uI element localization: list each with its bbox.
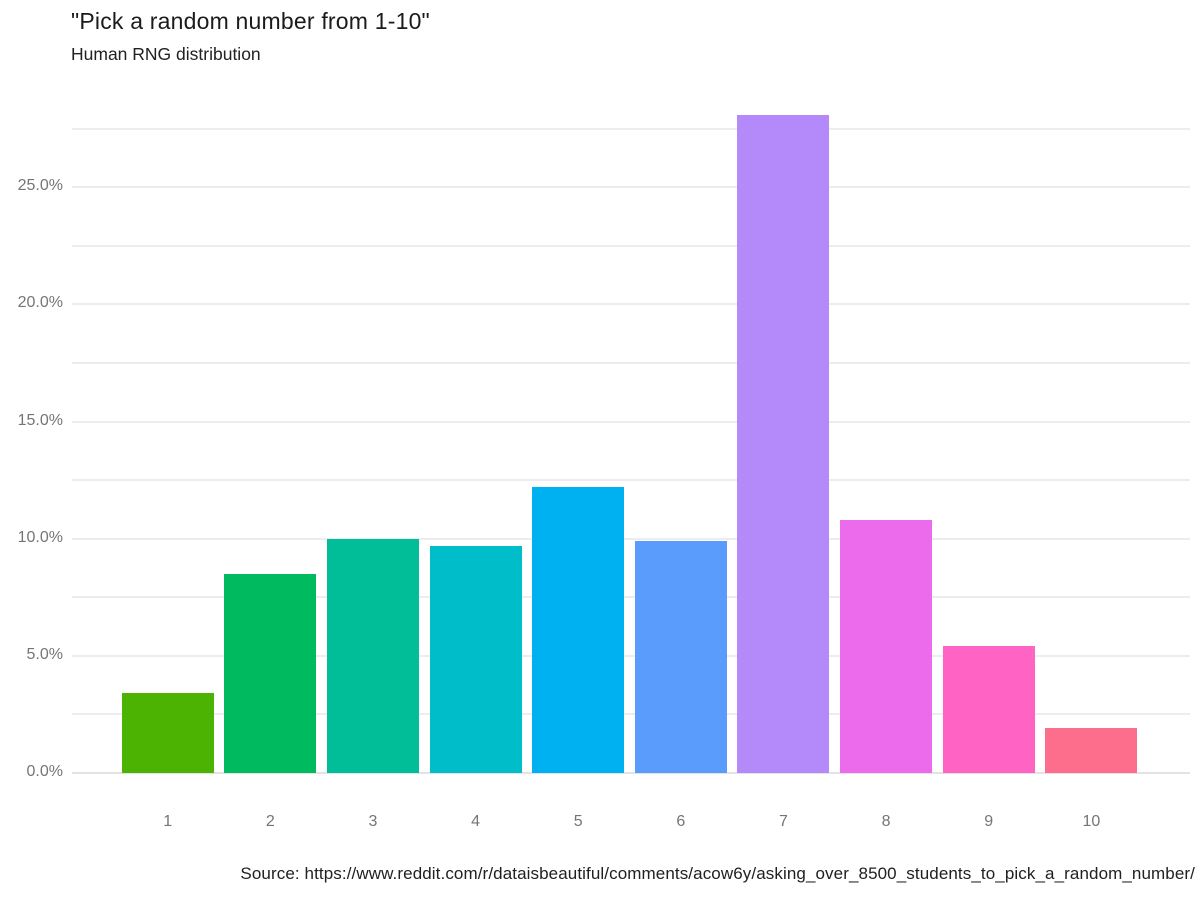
x-axis-label: 2 (265, 813, 275, 830)
gridline (72, 713, 1190, 716)
chart-title: "Pick a random number from 1-10" (71, 8, 430, 34)
bar-8 (840, 519, 933, 773)
baseline-gridline (72, 772, 1190, 774)
bar-2 (224, 573, 317, 773)
y-axis-label: 10.0% (17, 528, 63, 546)
x-axis-label: 10 (1082, 813, 1101, 830)
chart-subtitle: Human RNG distribution (71, 44, 261, 64)
gridline (72, 420, 1190, 423)
source-caption: Source: https://www.reddit.com/r/dataisb… (240, 864, 1195, 883)
gridline (72, 303, 1190, 306)
gridline (72, 361, 1190, 364)
bar-3 (326, 538, 419, 773)
x-axis-label: 6 (676, 813, 686, 830)
bar-10 (1045, 728, 1138, 773)
bar-4 (429, 545, 522, 773)
x-axis-label: 8 (881, 813, 891, 830)
x-axis-label: 9 (984, 813, 994, 830)
bar-9 (942, 646, 1035, 773)
x-axis-label: 7 (779, 813, 788, 830)
bar-1 (121, 693, 214, 773)
gridline (72, 479, 1190, 482)
x-axis-label: 5 (573, 813, 583, 830)
gridline (72, 186, 1190, 189)
gridline (72, 596, 1190, 599)
x-axis-label: 3 (368, 813, 378, 830)
bar-7 (737, 114, 830, 773)
gridline (72, 244, 1190, 247)
x-axis-label: 4 (471, 813, 481, 830)
y-axis-label: 5.0% (26, 645, 63, 663)
y-axis-label: 0.0% (26, 763, 63, 780)
x-axis-label: 1 (163, 813, 173, 830)
gridline (72, 537, 1190, 540)
bar-5 (532, 487, 625, 773)
gridline (72, 127, 1190, 130)
y-axis-label: 25.0% (17, 177, 63, 195)
y-axis-label: 15.0% (17, 411, 63, 429)
bar-6 (634, 541, 727, 773)
y-axis-label: 20.0% (17, 294, 63, 312)
gridline (72, 654, 1190, 657)
